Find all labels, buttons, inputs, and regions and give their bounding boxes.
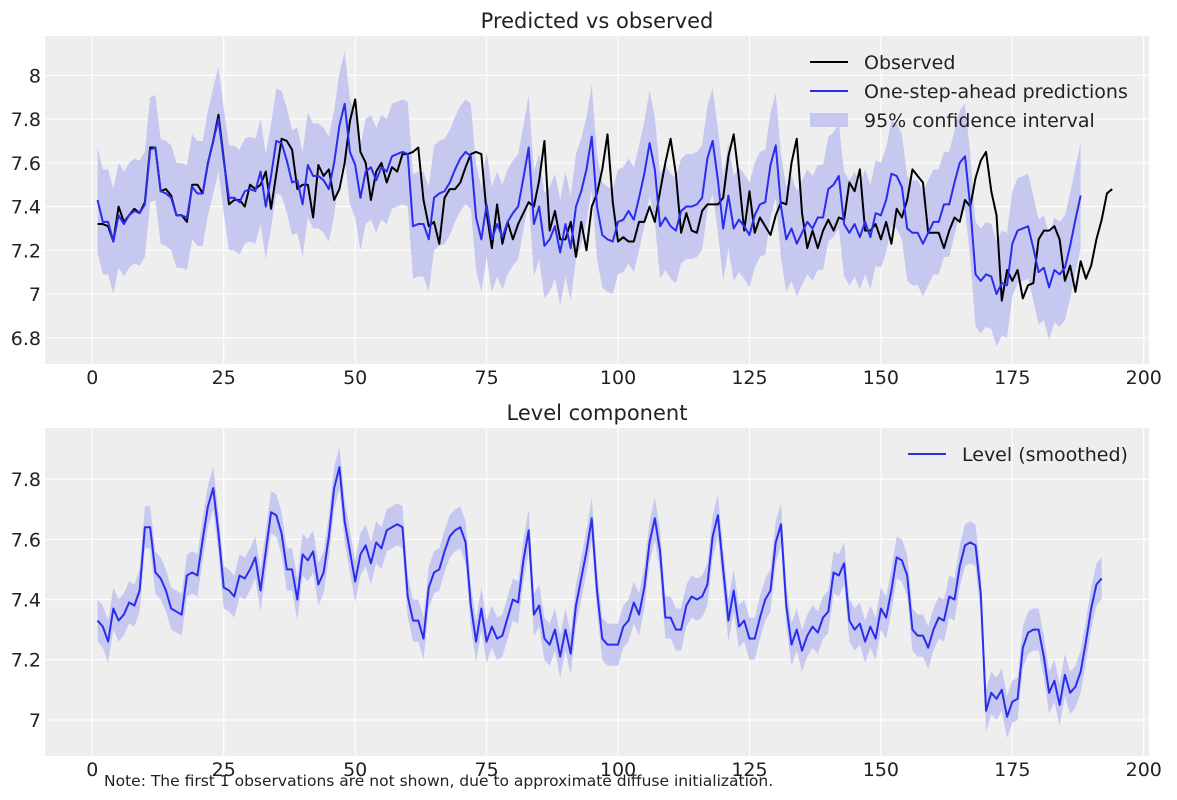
x-tick-label: 175: [994, 759, 1030, 781]
x-tick-label: 100: [600, 367, 636, 389]
y-tick-label: 7.2: [11, 240, 41, 262]
confidence-bands: [97, 51, 1081, 347]
chart-title: Level component: [507, 401, 688, 425]
series-lines: [96, 98, 1113, 302]
diffuse-initialization-note: Note: The first 1 observations are not s…: [104, 772, 774, 790]
level-smoothed-line: [96, 466, 1103, 718]
x-tick-label: 125: [731, 367, 767, 389]
y-tick-labels: 7 7.2 7.4 7.6 7.8: [11, 469, 41, 732]
level-component-panel: 0 25 50 75 100 125 150 175 200 7 7.2 7.4 7.6 7.8 Lev…: [11, 401, 1162, 781]
chart-title: Predicted vs observed: [481, 9, 714, 33]
legend-label: 95% confidence interval: [864, 110, 1095, 132]
x-tick-label: 150: [863, 367, 899, 389]
y-tick-label: 7: [29, 710, 41, 732]
x-tick-label: 0: [86, 759, 98, 781]
confidence-band: [97, 51, 1081, 347]
x-tick-label: 200: [1126, 759, 1162, 781]
legend-label: One-step-ahead predictions: [864, 81, 1128, 103]
x-tick-labels: 0 25 50 75 100 125 150 175 200: [86, 759, 1162, 781]
x-tick-label: 75: [475, 367, 499, 389]
x-tick-label: 125: [731, 759, 767, 781]
x-tick-label: 25: [212, 759, 236, 781]
one-step-ahead-predictions-line: [96, 102, 1082, 296]
legend: Observed One-step-ahead predictions 95% co…: [810, 52, 1128, 132]
y-tick-label: 8: [29, 65, 41, 87]
predicted-vs-observed-panel: 0 25 50 75 100 125 150 175 200 6.8 7 7.2 7.4 7.6 7.8 8…: [11, 9, 1162, 389]
y-tick-label: 6.8: [11, 328, 41, 350]
y-tick-label: 7.4: [11, 197, 41, 219]
legend-swatch: [810, 113, 848, 127]
y-tick-label: 7.8: [11, 109, 41, 131]
y-tick-label: 7.6: [11, 529, 41, 551]
y-tick-label: 7.6: [11, 153, 41, 175]
x-tick-label: 0: [86, 367, 98, 389]
legend: Level (smoothed): [908, 444, 1128, 466]
legend-label: Level (smoothed): [962, 444, 1128, 466]
x-tick-label: 100: [600, 759, 636, 781]
y-tick-label: 7.8: [11, 469, 41, 491]
x-tick-label: 75: [475, 759, 499, 781]
x-tick-label: 50: [343, 367, 367, 389]
x-tick-label: 50: [343, 759, 367, 781]
x-tick-labels: 0 25 50 75 100 125 150 175 200: [86, 367, 1162, 389]
y-tick-label: 7.4: [11, 590, 41, 612]
x-tick-label: 25: [212, 367, 236, 389]
series-lines: [96, 466, 1103, 718]
x-tick-label: 150: [863, 759, 899, 781]
y-tick-labels: 6.8 7 7.2 7.4 7.6 7.8 8: [11, 65, 41, 349]
x-tick-label: 200: [1126, 367, 1162, 389]
legend-label: Observed: [864, 52, 955, 74]
x-tick-label: 175: [994, 367, 1030, 389]
y-tick-label: 7.2: [11, 650, 41, 672]
observed-line: [97, 98, 1113, 302]
y-tick-label: 7: [29, 284, 41, 306]
